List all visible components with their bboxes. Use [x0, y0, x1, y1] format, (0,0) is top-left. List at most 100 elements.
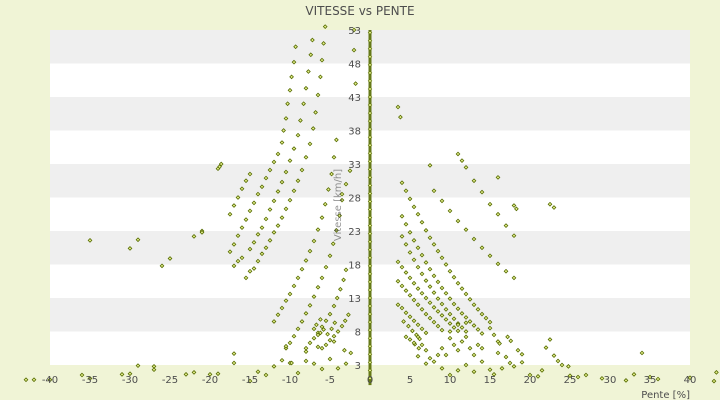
data-point — [251, 200, 257, 206]
data-point — [439, 285, 445, 291]
x-tick-label: -30 — [122, 375, 138, 386]
data-point — [287, 197, 293, 203]
data-point — [231, 351, 237, 356]
data-point — [271, 363, 277, 369]
data-point — [459, 158, 465, 164]
data-point — [263, 372, 269, 378]
data-point — [401, 319, 406, 324]
data-point — [295, 326, 301, 332]
data-point — [455, 218, 461, 224]
data-point — [491, 372, 497, 377]
data-point — [331, 339, 337, 344]
x-tick-label: 15 — [484, 375, 497, 386]
data-point — [539, 367, 545, 373]
data-point — [395, 302, 401, 308]
data-point — [427, 235, 433, 241]
zero-point — [367, 320, 373, 325]
data-point — [283, 343, 289, 349]
data-point — [455, 367, 461, 373]
data-point — [319, 57, 325, 63]
data-point — [435, 279, 441, 285]
data-point — [331, 333, 337, 339]
data-point — [399, 213, 405, 219]
data-point — [407, 292, 413, 298]
zero-point — [367, 247, 373, 252]
zero-point — [367, 70, 373, 75]
data-point — [423, 227, 429, 233]
data-point — [279, 179, 285, 185]
data-points — [23, 24, 719, 384]
data-point — [183, 372, 189, 377]
data-point — [325, 331, 330, 337]
data-point — [399, 305, 405, 311]
data-point — [511, 363, 517, 369]
zero-point — [367, 287, 373, 292]
data-point — [459, 339, 465, 344]
data-point — [313, 110, 318, 115]
data-point — [447, 311, 453, 317]
zero-point — [367, 86, 373, 91]
data-point — [275, 189, 281, 194]
data-point — [471, 352, 477, 358]
data-point — [319, 366, 325, 372]
data-point — [23, 377, 29, 383]
data-point — [321, 41, 326, 46]
zero-point — [367, 151, 373, 156]
zero-point — [367, 368, 373, 373]
data-point — [299, 167, 305, 173]
zero-point — [367, 183, 373, 188]
data-point — [311, 238, 317, 244]
data-point — [255, 191, 261, 197]
data-point — [423, 278, 429, 283]
data-point — [515, 347, 521, 353]
data-point — [407, 196, 413, 202]
data-point — [319, 345, 325, 351]
data-point — [335, 329, 341, 334]
data-point — [255, 258, 261, 264]
data-point — [307, 340, 313, 346]
y-tick-label: 13 — [348, 294, 361, 305]
data-point — [439, 198, 445, 204]
zero-point — [367, 199, 373, 204]
data-point — [289, 360, 294, 366]
data-point — [263, 216, 269, 222]
data-point — [647, 374, 653, 380]
data-point — [323, 318, 329, 324]
zero-point — [367, 103, 373, 108]
data-point — [255, 369, 261, 375]
x-tick-label: -20 — [202, 375, 218, 386]
data-point — [491, 332, 497, 338]
chart-title: VITESSE vs PENTE — [305, 4, 414, 18]
zero-point — [367, 167, 373, 172]
data-point — [191, 233, 197, 239]
data-point — [459, 325, 465, 330]
data-point — [399, 180, 405, 186]
data-point — [463, 362, 469, 368]
data-point — [287, 340, 293, 346]
data-point — [475, 327, 481, 332]
data-point — [459, 286, 465, 291]
data-point — [447, 321, 453, 326]
data-point — [463, 164, 469, 170]
x-tick-label: 30 — [604, 375, 617, 386]
data-point — [403, 288, 409, 293]
data-point — [301, 101, 306, 107]
data-point — [291, 59, 297, 65]
data-point — [31, 377, 37, 383]
x-tick-label: 0 — [367, 375, 373, 386]
data-point — [303, 349, 309, 354]
data-point — [207, 372, 213, 377]
data-point — [508, 338, 514, 344]
data-point — [419, 219, 425, 225]
data-point — [307, 303, 313, 308]
data-point — [471, 236, 477, 242]
data-point — [227, 249, 233, 255]
y-tick-label: 28 — [348, 194, 361, 205]
data-point — [447, 372, 453, 378]
data-point — [427, 355, 433, 361]
data-point — [327, 337, 333, 343]
y-axis-label: Vitesse [km/h] — [333, 169, 344, 241]
data-point — [443, 290, 449, 296]
data-point — [463, 334, 469, 340]
data-point — [79, 372, 85, 378]
